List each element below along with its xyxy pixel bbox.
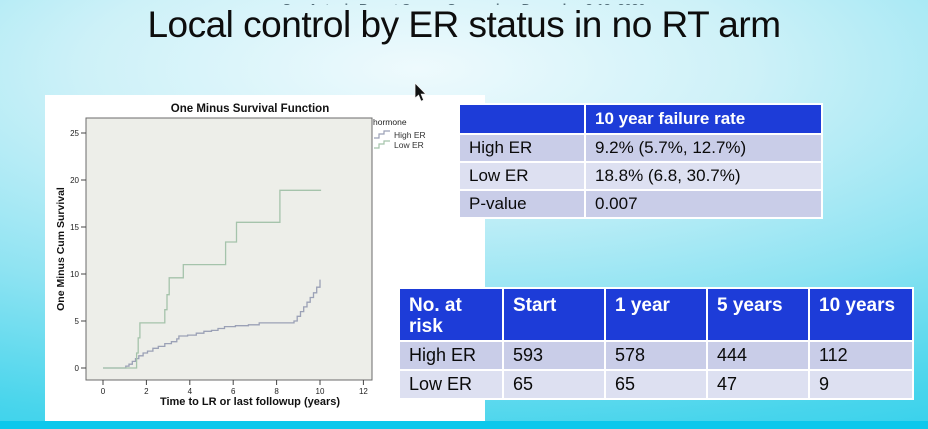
page-title: Local control by ER status in no RT arm [147, 4, 781, 45]
conference-banner-text: San Antonio Breast Cancer Symposium Dece… [283, 2, 646, 5]
risk-row-low-er-start: 65 [504, 371, 604, 398]
svg-text:15: 15 [70, 223, 79, 232]
svg-text:25: 25 [70, 129, 79, 138]
legend-title: hormone [373, 117, 407, 127]
risk-header-1-year: 1 year [606, 289, 706, 340]
failure-row-low-er-value: 18.8% (6.8, 30.7%) [586, 163, 821, 189]
risk-row-low-er-10yr: 9 [810, 371, 912, 398]
failure-table-corner-cell [460, 105, 584, 133]
risk-header-5-years: 5 years [708, 289, 808, 340]
legend-label-high-er: High ER [394, 130, 426, 140]
chart-title: One Minus Survival Function [170, 103, 330, 115]
failure-row-high-er-label: High ER [460, 135, 584, 161]
risk-header-10-years: 10 years [810, 289, 912, 340]
risk-header-start: Start [504, 289, 604, 340]
svg-text:8: 8 [274, 387, 279, 396]
slide-bottom-strip [0, 421, 928, 429]
risk-row-high-er-5yr: 444 [708, 342, 808, 369]
failure-rate-table: 10 year failure rate High ER 9.2% (5.7%,… [458, 103, 823, 219]
svg-text:4: 4 [188, 387, 193, 396]
svg-text:20: 20 [70, 176, 79, 185]
high-er-line-glyph [374, 130, 390, 139]
svg-text:0: 0 [75, 364, 80, 373]
failure-row-low-er-label: Low ER [460, 163, 584, 189]
risk-row-high-er-start: 593 [504, 342, 604, 369]
svg-text:0: 0 [101, 387, 106, 396]
svg-text:10: 10 [316, 387, 325, 396]
risk-row-high-er-1yr: 578 [606, 342, 706, 369]
failure-table-header: 10 year failure rate [586, 105, 821, 133]
svg-text:5: 5 [75, 317, 80, 326]
failure-row-high-er-value: 9.2% (5.7%, 12.7%) [586, 135, 821, 161]
legend-entry-high-er: High ER [373, 130, 426, 140]
risk-row-low-er-label: Low ER [400, 371, 502, 398]
mouse-cursor-icon [414, 82, 427, 102]
svg-text:2: 2 [144, 387, 149, 396]
survival-step-plot: 0 2 4 6 8 10 12 0 5 10 15 20 25 [70, 117, 373, 396]
risk-row-high-er-label: High ER [400, 342, 502, 369]
legend-label-low-er: Low ER [394, 140, 424, 150]
risk-row-low-er-5yr: 47 [708, 371, 808, 398]
risk-header-no-at-risk: No. at risk [400, 289, 502, 340]
svg-text:12: 12 [359, 387, 368, 396]
number-at-risk-table: No. at risk Start 1 year 5 years 10 year… [398, 287, 914, 400]
svg-text:10: 10 [70, 270, 79, 279]
risk-row-low-er-1yr: 65 [606, 371, 706, 398]
svg-text:6: 6 [231, 387, 236, 396]
failure-row-pvalue-value: 0.007 [586, 191, 821, 217]
failure-row-pvalue-label: P-value [460, 191, 584, 217]
risk-row-high-er-10yr: 112 [810, 342, 912, 369]
low-er-line-glyph [374, 140, 390, 149]
x-axis-label: Time to LR or last followup (years) [159, 396, 341, 408]
chart-legend: hormone High ER Low ER [373, 117, 426, 150]
legend-entry-low-er: Low ER [373, 140, 426, 150]
conference-banner-clipped: San Antonio Breast Cancer Symposium Dece… [0, 0, 928, 5]
